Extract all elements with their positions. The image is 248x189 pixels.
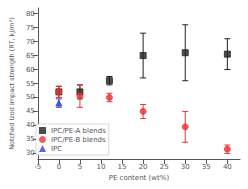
svg-text:50: 50 <box>26 93 35 101</box>
svg-text:40: 40 <box>223 163 232 171</box>
svg-text:PE content (wt%): PE content (wt%) <box>109 174 170 182</box>
svg-text:IPC: IPC <box>51 145 62 153</box>
svg-text:30: 30 <box>181 163 190 171</box>
svg-text:30: 30 <box>26 149 35 157</box>
svg-text:5: 5 <box>78 163 82 171</box>
svg-text:70: 70 <box>26 38 35 46</box>
svg-text:IPC/PE-A blends: IPC/PE-A blends <box>51 127 106 135</box>
svg-text:20: 20 <box>139 163 148 171</box>
svg-text:65: 65 <box>26 52 35 60</box>
svg-text:15: 15 <box>118 163 127 171</box>
svg-text:0: 0 <box>57 163 61 171</box>
svg-text:60: 60 <box>26 66 35 74</box>
svg-text:40: 40 <box>26 121 35 129</box>
svg-text:Notched Izod impact strength (: Notched Izod impact strength (RT, kJ/m²) <box>8 17 16 150</box>
svg-text:80: 80 <box>26 10 35 18</box>
svg-text:35: 35 <box>202 163 211 171</box>
svg-text:55: 55 <box>26 80 35 88</box>
svg-text:75: 75 <box>26 24 35 32</box>
svg-text:25: 25 <box>160 163 169 171</box>
svg-text:10: 10 <box>97 163 106 171</box>
svg-text:-5: -5 <box>34 163 41 171</box>
svg-text:45: 45 <box>26 107 35 115</box>
svg-text:IPC/PE-B blends: IPC/PE-B blends <box>51 136 106 144</box>
svg-text:35: 35 <box>26 135 35 143</box>
